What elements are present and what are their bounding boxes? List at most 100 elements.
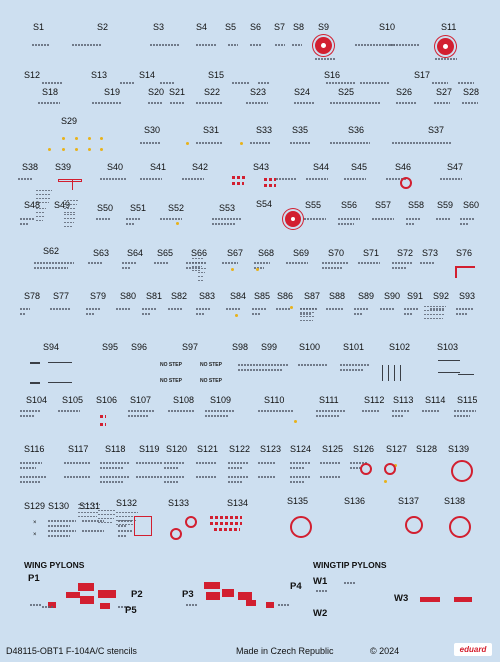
decal-label-s83: S83 xyxy=(199,291,216,301)
decal-label-s6: S6 xyxy=(250,22,262,32)
text-block-3-1 xyxy=(64,218,75,219)
stencil-line-11-10 xyxy=(350,462,368,464)
stencil-line-5-3 xyxy=(182,178,204,180)
decal-label-s70: S70 xyxy=(328,248,345,258)
text-block-5-2 xyxy=(300,316,314,317)
decal-label-s105: S105 xyxy=(62,395,84,405)
stencil-line-b-12-2 xyxy=(100,481,124,483)
text-block-1-2 xyxy=(64,208,76,209)
decal-label-s137: S137 xyxy=(398,496,420,506)
stencil-line-6-0 xyxy=(20,218,34,220)
copyright-label: © 2024 xyxy=(370,646,400,656)
stencil-line-b-10-6 xyxy=(316,415,340,417)
decal-label-s102: S102 xyxy=(389,342,411,352)
decal-label-s119: S119 xyxy=(139,444,160,454)
text-block-7-0 xyxy=(78,504,100,505)
decal-label-s81: S81 xyxy=(146,291,163,301)
stencil-line-b-10-8 xyxy=(392,415,404,417)
nostep-marking-1: NO STEP xyxy=(200,362,222,368)
decal-label-s127: S127 xyxy=(386,444,408,454)
pylon-stencil-2 xyxy=(118,606,130,608)
red-stencil-s134a xyxy=(210,516,242,519)
stencil-line-8-12 xyxy=(354,308,368,310)
yellow-dot-3 xyxy=(100,137,103,140)
decal-label-s87: S87 xyxy=(304,291,321,301)
decal-label-s77: S77 xyxy=(53,291,70,301)
red-block-s132 xyxy=(134,516,152,536)
text-block-5-3 xyxy=(300,320,313,321)
pylon-red-decal-4 xyxy=(98,590,116,598)
dark-vbar-2 xyxy=(394,365,395,381)
stencil-line-11-2 xyxy=(100,462,130,464)
stencil-line-3-10 xyxy=(462,102,478,104)
stencil-line-12-5 xyxy=(196,476,216,478)
stencil-line-0-0 xyxy=(32,44,50,46)
stencil-line-0-3 xyxy=(196,44,216,46)
stencil-line-b-6-0 xyxy=(20,223,28,225)
decal-label-s63: S63 xyxy=(93,248,110,258)
decal-label-s125: S125 xyxy=(322,444,344,454)
stencil-line-8-9 xyxy=(276,308,290,310)
x-mark-1: × xyxy=(33,532,37,538)
text-block-7-1 xyxy=(78,508,99,509)
red-ring-s139 xyxy=(451,460,473,482)
stencil-line-8-8 xyxy=(252,308,266,310)
decal-label-s124: S124 xyxy=(290,444,312,454)
text-block-10-1 xyxy=(198,272,205,273)
text-block-4-0 xyxy=(192,258,204,259)
decal-label-s62: S62 xyxy=(43,246,60,256)
yellow-dot-14 xyxy=(290,306,293,309)
pylon-red-decal-6 xyxy=(204,582,220,589)
decal-label-s2: S2 xyxy=(97,22,109,32)
text-block-1-0 xyxy=(64,200,78,201)
stencil-line-b-12-6 xyxy=(228,481,242,483)
decal-label-s79: S79 xyxy=(90,291,107,301)
text-block-7-2 xyxy=(78,512,98,513)
decal-label-s73: S73 xyxy=(422,248,439,258)
red-stencil-s134b xyxy=(210,522,242,525)
decal-label-s23: S23 xyxy=(250,87,267,97)
pylon-red-decal-8 xyxy=(222,589,234,597)
stencil-line-b-6-10 xyxy=(460,223,468,225)
decal-label-s136: S136 xyxy=(344,496,366,506)
stencil-line-5-7 xyxy=(386,178,406,180)
stencil-line-3-9 xyxy=(434,102,450,104)
stencil-line-7-2 xyxy=(122,262,136,264)
yellow-dot-10 xyxy=(240,142,243,145)
stencil-line-0-2 xyxy=(150,44,180,46)
pylon-stencil-6 xyxy=(344,582,356,584)
stencil-line-12-0 xyxy=(20,476,46,478)
red-bracket-s39 xyxy=(58,179,82,182)
decal-label-s18: S18 xyxy=(42,87,59,97)
decal-label-s47: S47 xyxy=(447,162,464,172)
decal-label-w2: W2 xyxy=(313,608,328,619)
stencil-line-0-4 xyxy=(228,44,238,46)
pylon-red-decal-1 xyxy=(66,592,80,598)
decal-label-s49: S49 xyxy=(54,200,71,210)
decal-label-s112: S112 xyxy=(364,395,385,405)
text-block-7-3 xyxy=(78,516,97,517)
decal-label-s69: S69 xyxy=(293,248,310,258)
red-stencil-s43c xyxy=(264,178,276,181)
stencil-line-8-0 xyxy=(20,308,30,310)
decal-label-s98: S98 xyxy=(232,342,249,352)
text-block-2-2 xyxy=(36,216,44,217)
pylon-stencil-5 xyxy=(316,590,328,592)
stencil-line-11-3 xyxy=(136,462,162,464)
text-block-3-3 xyxy=(64,226,73,227)
text-block-9-3 xyxy=(116,524,135,525)
decal-label-s43: S43 xyxy=(253,162,270,172)
decal-label-s96: S96 xyxy=(131,342,148,352)
decal-label-s44: S44 xyxy=(313,162,330,172)
stencil-line-13-2 xyxy=(118,520,132,522)
dark-vbar-0 xyxy=(382,365,383,381)
pylon-red-decal-5 xyxy=(100,603,110,609)
decal-label-s129: S129 xyxy=(24,501,46,511)
stencil-line-5-2 xyxy=(140,178,162,180)
yellow-dot-5 xyxy=(62,148,65,151)
stencil-line-3-1 xyxy=(92,102,122,104)
stencil-line-b-11-10 xyxy=(350,467,362,469)
stencil-line-5-5 xyxy=(306,178,328,180)
stencil-line-b-6-2 xyxy=(126,223,134,225)
